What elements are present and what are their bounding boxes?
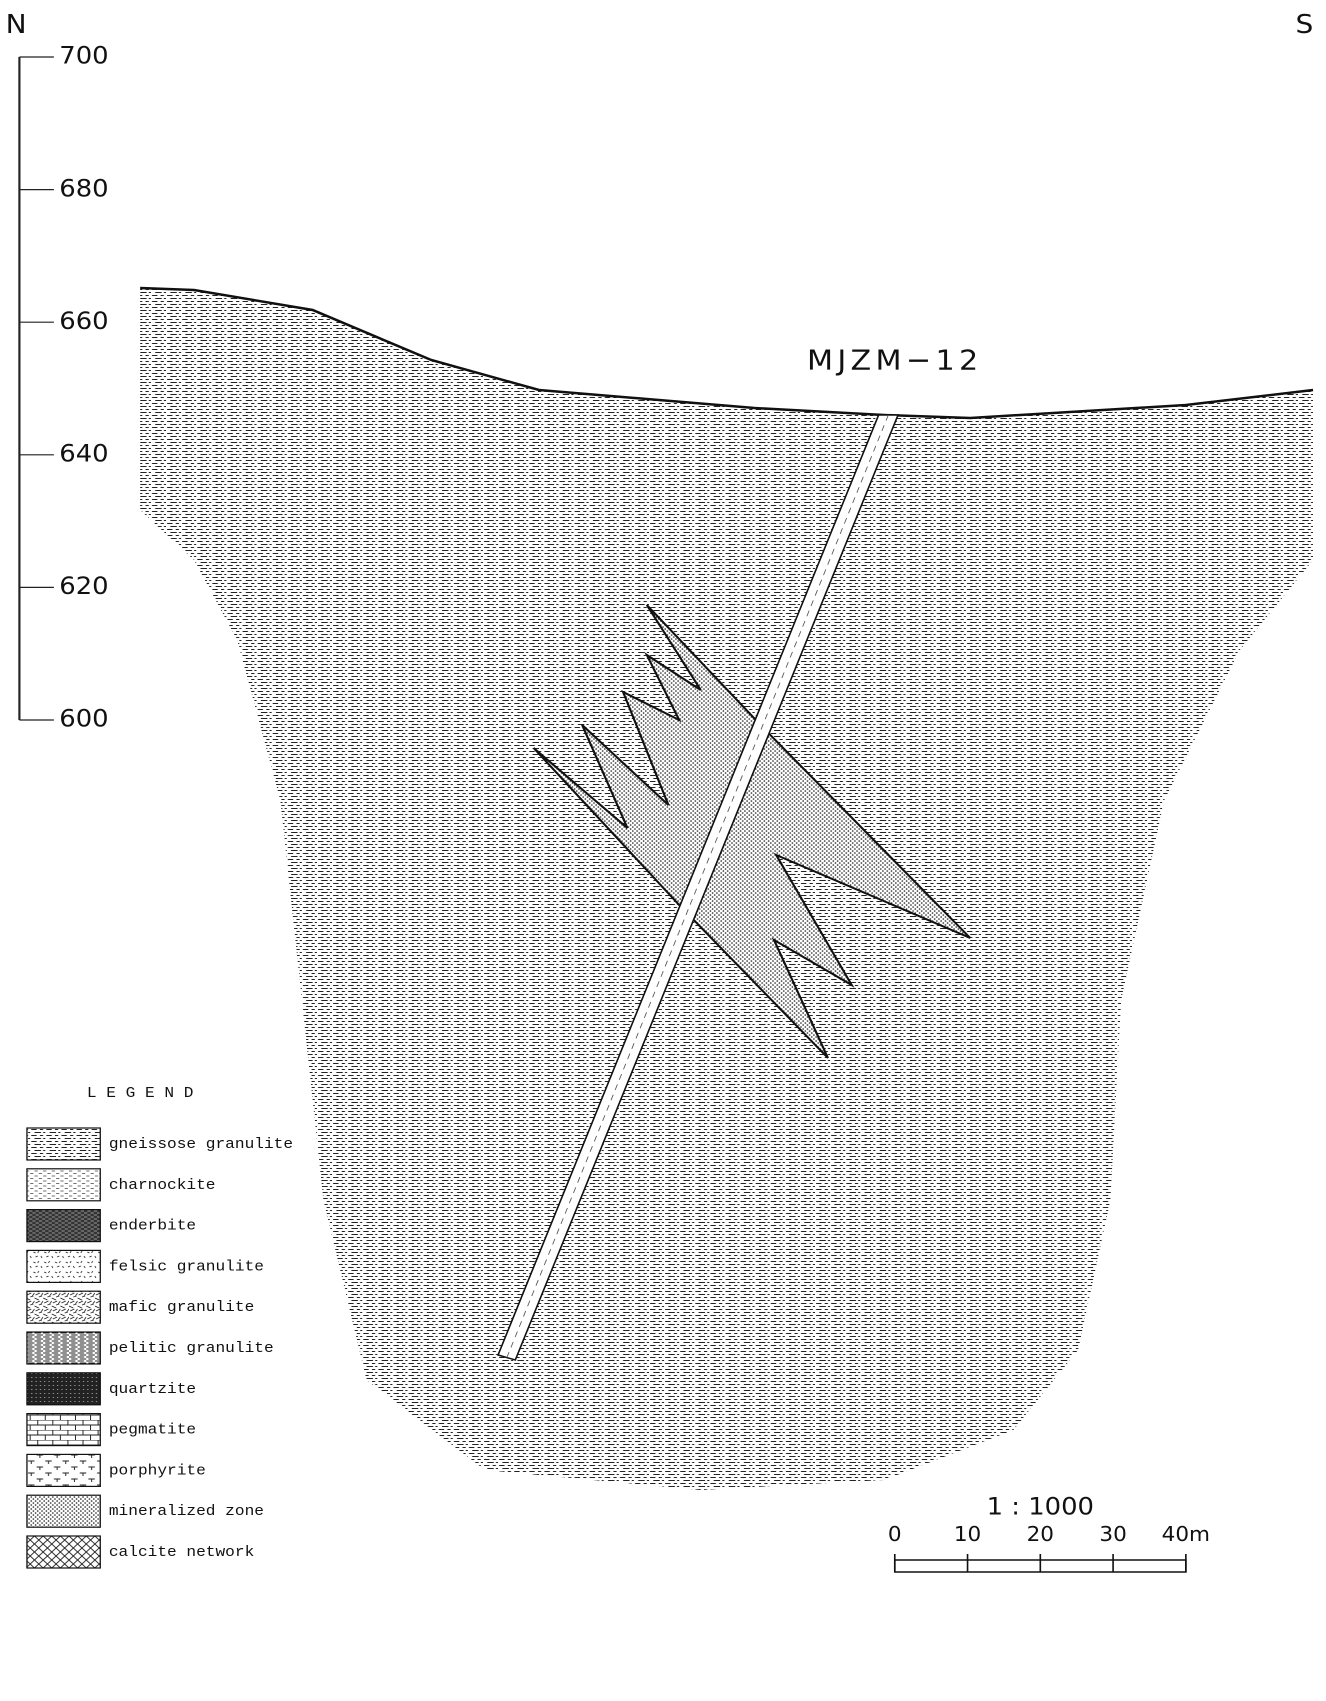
legend-swatch: [27, 1373, 100, 1405]
page: N S 700 680 660 640 620 600 MJZM−12 L E G E N…: [0, 0, 1326, 1701]
elevation-label: 600: [59, 705, 108, 733]
elevation-ticks: 700 680 660 640 620 600: [19, 42, 108, 733]
scale-ratio: 1 : 1000: [987, 1493, 1094, 1521]
legend-label: felsic granulite: [109, 1258, 264, 1275]
scale-label: 30: [1099, 1522, 1126, 1545]
south-label: S: [1296, 10, 1314, 40]
legend-label: calcite network: [109, 1543, 254, 1560]
legend-label: mafic granulite: [109, 1299, 254, 1316]
legend-title: L E G E N D: [87, 1084, 194, 1101]
legend-label: charnockite: [109, 1176, 216, 1193]
elevation-label: 680: [59, 174, 108, 202]
legend-swatch: [27, 1536, 100, 1568]
drill-hole-label: MJZM−12: [807, 344, 983, 377]
scale-bar: 0 10 20 30 40m: [888, 1522, 1210, 1572]
scale-label: 0: [888, 1522, 902, 1545]
legend-swatch: [27, 1332, 100, 1364]
legend-swatch: [27, 1454, 100, 1486]
legend-label: pelitic granulite: [109, 1339, 274, 1356]
legend-swatch: [27, 1169, 100, 1201]
legend-swatch: [27, 1495, 100, 1527]
elevation-label: 700: [59, 42, 108, 70]
elevation-label: 620: [59, 572, 108, 600]
cross-section: N S 700 680 660 640 620 600 MJZM−12 L E G E N…: [0, 0, 1326, 1701]
legend-label: quartzite: [109, 1380, 196, 1397]
legend-label: gneissose granulite: [109, 1135, 293, 1152]
elevation-label: 640: [59, 439, 108, 467]
scale-label: 40m: [1162, 1522, 1210, 1545]
legend-swatch: [27, 1291, 100, 1323]
elevation-label: 660: [59, 307, 108, 335]
legend-label: mineralized zone: [109, 1503, 264, 1520]
legend-swatch: [27, 1414, 100, 1446]
legend-swatch: [27, 1250, 100, 1282]
scale-label: 10: [954, 1522, 981, 1545]
legend-label: porphyrite: [109, 1462, 206, 1479]
north-label: N: [6, 10, 27, 40]
legend-label: pegmatite: [109, 1421, 196, 1438]
legend-swatch: [27, 1128, 100, 1160]
legend-swatch: [27, 1210, 100, 1242]
legend: gneissose granulite charnockite enderbite f…: [27, 1128, 293, 1568]
legend-label: enderbite: [109, 1217, 196, 1234]
scale-label: 20: [1027, 1522, 1054, 1545]
